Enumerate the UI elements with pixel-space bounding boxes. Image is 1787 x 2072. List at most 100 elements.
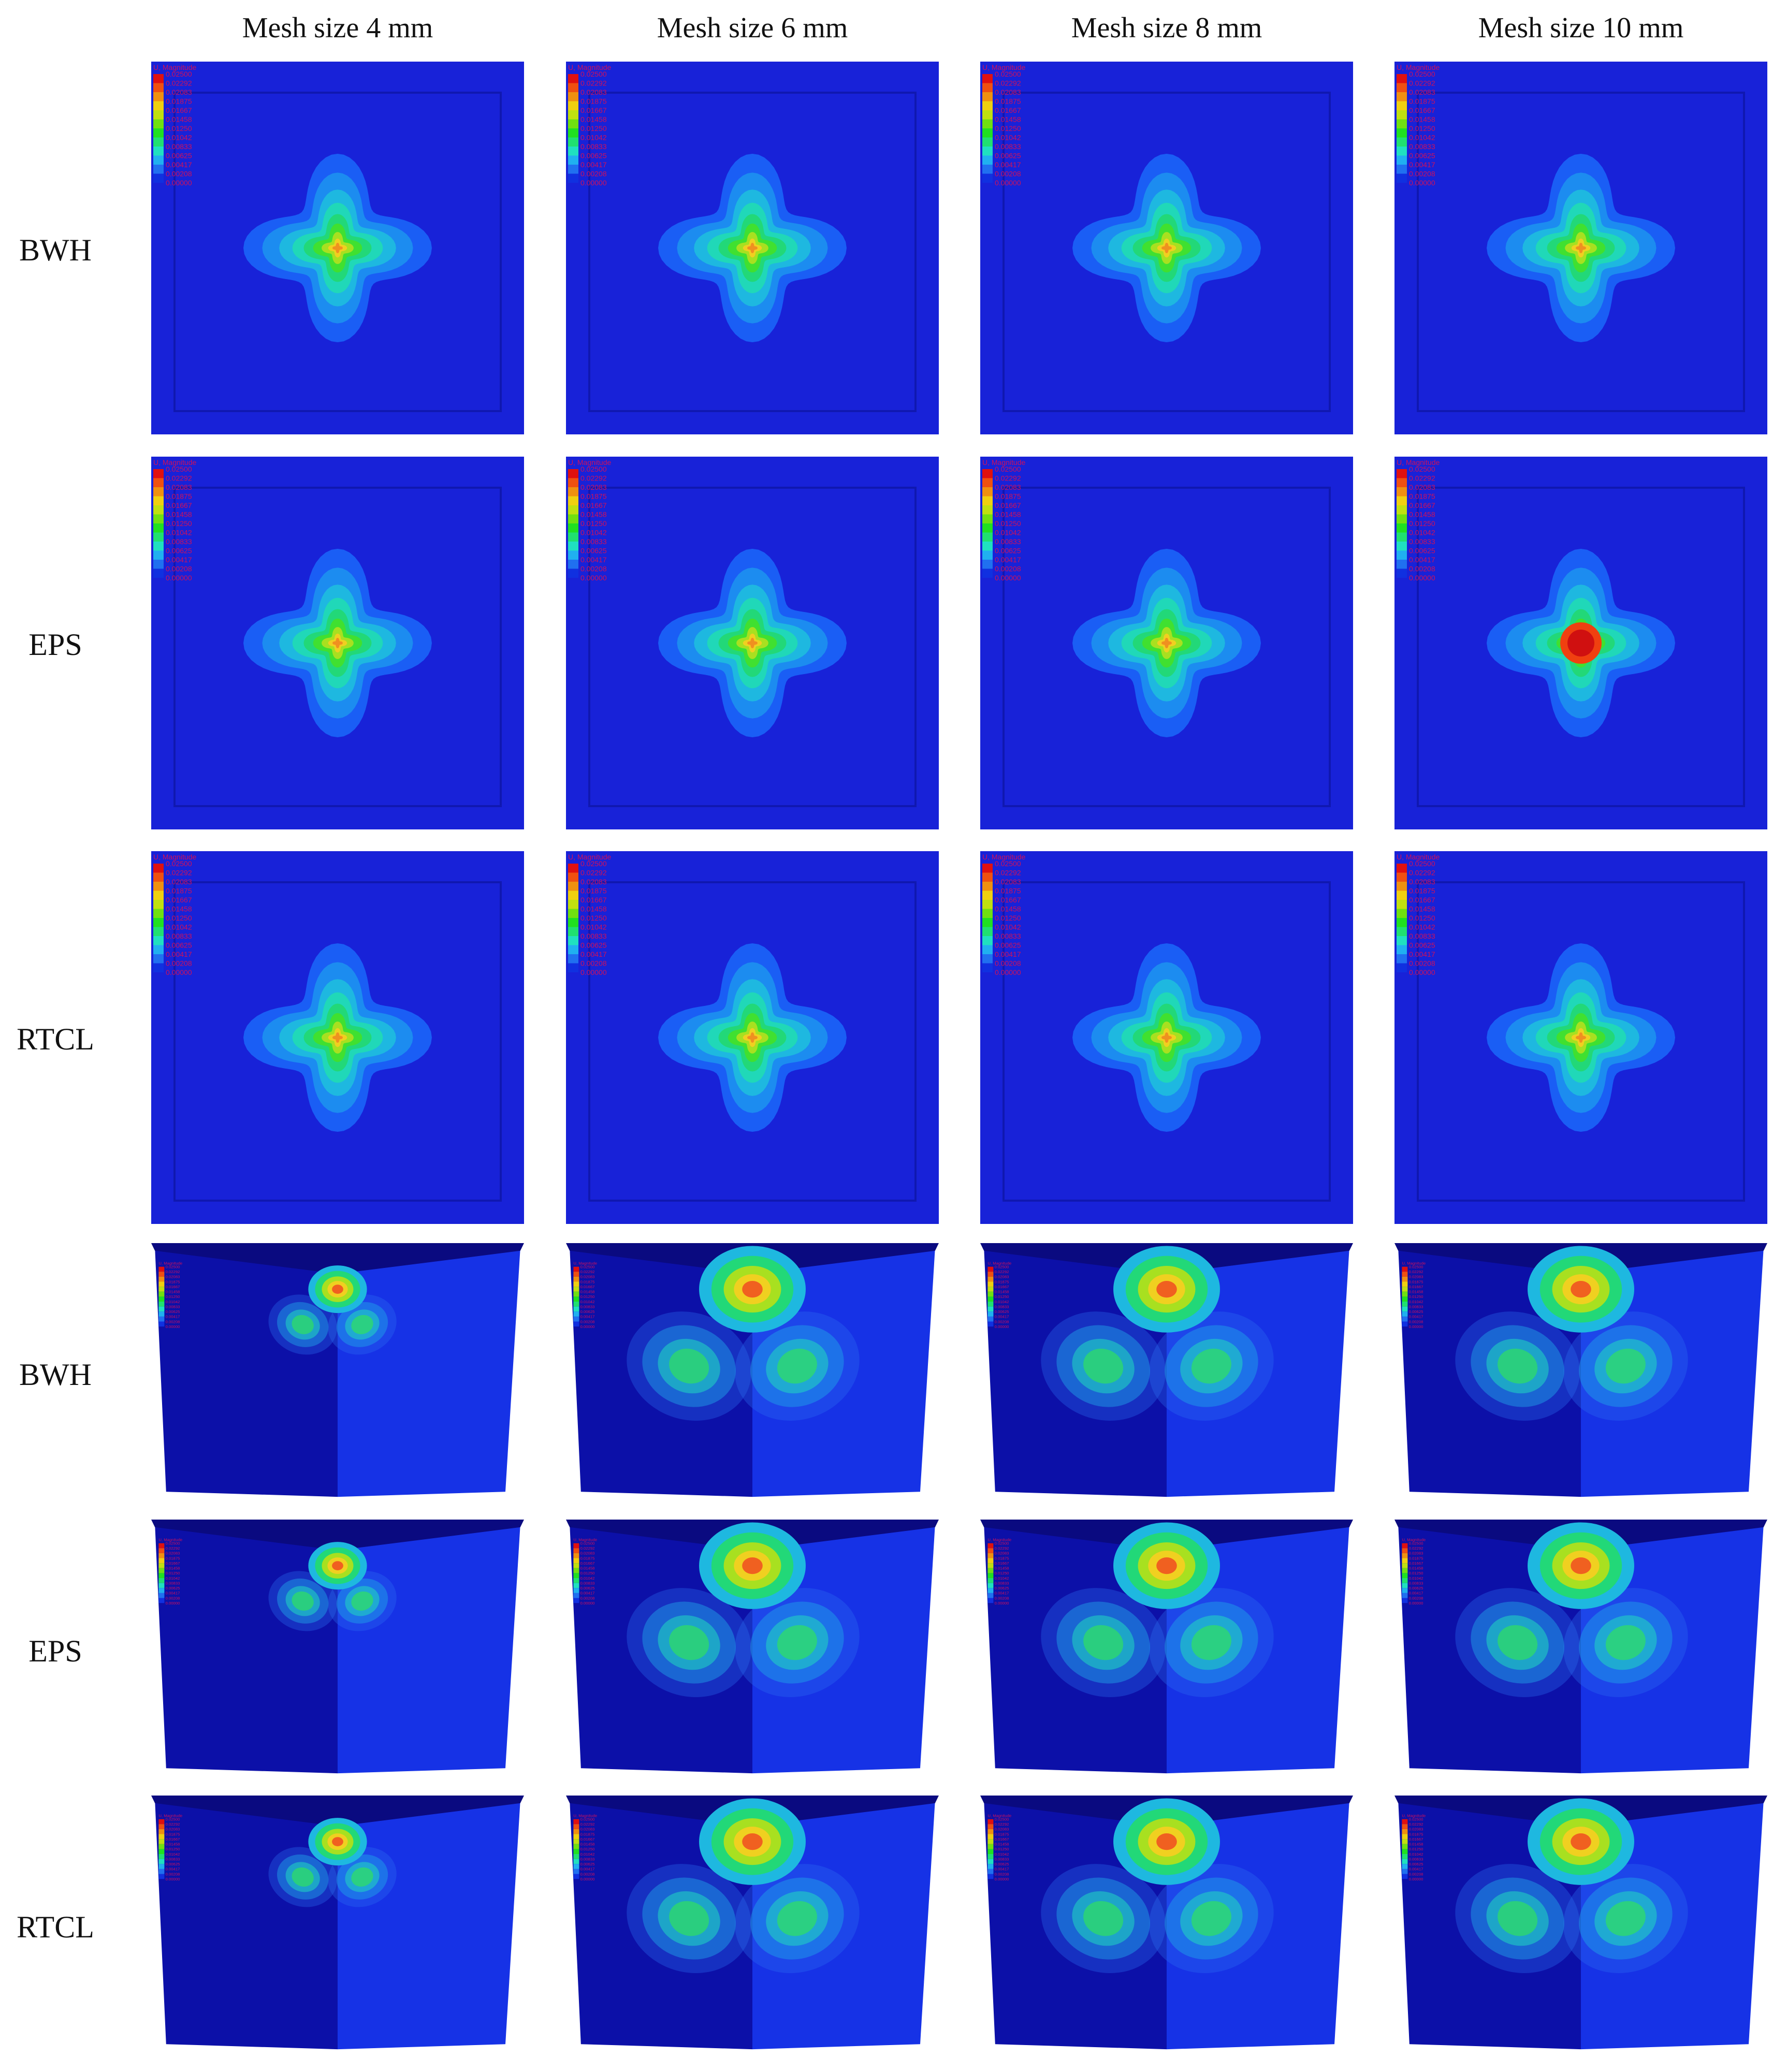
legend-value: 0.02500 bbox=[995, 1541, 1009, 1545]
legend-value: 0.02292 bbox=[166, 869, 192, 877]
legend-value: 0.01042 bbox=[580, 1576, 595, 1581]
legend-swatch bbox=[573, 1819, 579, 1825]
legend-value: 0.01458 bbox=[1409, 905, 1435, 913]
legend-swatch bbox=[1402, 1553, 1408, 1558]
legend-swatch bbox=[1397, 936, 1407, 945]
legend-swatch bbox=[568, 137, 578, 147]
legend-swatch bbox=[153, 147, 164, 156]
legend-value: 0.01875 bbox=[1409, 1556, 1423, 1560]
legend-swatch bbox=[987, 1548, 994, 1553]
legend-value: 0.02292 bbox=[995, 1270, 1009, 1274]
legend-value: 0.02083 bbox=[580, 88, 607, 96]
legend-value: 0.00417 bbox=[995, 1867, 1009, 1872]
legend-value: 0.01042 bbox=[166, 134, 192, 142]
legend-title: U, Magnitude bbox=[153, 63, 196, 71]
legend-value: 0.00625 bbox=[1409, 1586, 1423, 1591]
legend-value: 0.01042 bbox=[580, 529, 607, 537]
legend-value: 0.00417 bbox=[166, 1867, 180, 1872]
legend-value: 0.02292 bbox=[166, 474, 192, 483]
contour-cup bbox=[742, 1833, 763, 1850]
legend-value: 0.00000 bbox=[580, 968, 607, 976]
row-label: RTCL bbox=[17, 1022, 94, 1056]
legend-swatch bbox=[153, 514, 164, 523]
legend-value: 0.01875 bbox=[580, 97, 607, 106]
legend-value: 0.01042 bbox=[580, 1300, 595, 1304]
legend-value: 0.01667 bbox=[1409, 501, 1435, 509]
legend-swatch bbox=[987, 1316, 994, 1322]
legend-swatch bbox=[1402, 1859, 1408, 1864]
legend-swatch bbox=[982, 945, 993, 954]
legend-swatch bbox=[568, 560, 578, 569]
legend-value: 0.01458 bbox=[995, 905, 1021, 913]
legend-value: 0.01667 bbox=[580, 896, 607, 904]
legend-swatch bbox=[153, 523, 164, 533]
legend-value: 0.00625 bbox=[1409, 547, 1435, 555]
legend-swatch bbox=[158, 1583, 165, 1588]
legend-swatch bbox=[568, 963, 578, 972]
plate-frame bbox=[173, 92, 502, 412]
legend-value: 0.01250 bbox=[995, 914, 1021, 922]
legend-value: 0.00000 bbox=[995, 1601, 1009, 1606]
legend-value: 0.01458 bbox=[1409, 1842, 1423, 1847]
legend-value: 0.01667 bbox=[1409, 1561, 1423, 1566]
legend-swatch bbox=[153, 864, 164, 873]
legend-value: 0.01042 bbox=[580, 134, 607, 142]
legend-value: 0.00417 bbox=[1409, 556, 1435, 564]
legend-title: U, Magnitude bbox=[987, 1537, 1011, 1542]
legend-swatch bbox=[1402, 1834, 1408, 1840]
contour-panel: U, Magnitude0.025000.022920.020830.01875… bbox=[980, 62, 1353, 434]
legend-value: 0.02292 bbox=[166, 1270, 180, 1274]
legend-value: 0.00417 bbox=[580, 556, 607, 564]
legend-value: 0.01875 bbox=[1409, 1832, 1423, 1836]
legend-swatch bbox=[1402, 1578, 1408, 1583]
legend-swatch bbox=[982, 900, 993, 909]
legend-swatch bbox=[153, 900, 164, 909]
solid-panel: U, Magnitude0.025000.022920.020830.01875… bbox=[1394, 1520, 1767, 1774]
legend-title: U, Magnitude bbox=[1402, 1537, 1426, 1542]
legend-value: 0.01667 bbox=[1409, 1285, 1423, 1289]
legend-value: 0.01250 bbox=[1409, 519, 1435, 528]
solid-panel: U, Magnitude0.025000.022920.020830.01875… bbox=[566, 1796, 939, 2050]
legend-value: 0.01667 bbox=[1409, 896, 1435, 904]
contour-panel: U, Magnitude0.025000.022920.020830.01875… bbox=[566, 62, 939, 434]
legend-title: U, Magnitude bbox=[573, 1261, 597, 1265]
contour-band bbox=[1576, 1032, 1586, 1043]
legend-value: 0.02500 bbox=[580, 1264, 595, 1269]
legend-swatch bbox=[982, 83, 993, 92]
legend-swatch bbox=[153, 954, 164, 964]
legend-value: 0.02292 bbox=[166, 79, 192, 87]
legend-value: 0.00833 bbox=[1409, 1857, 1423, 1861]
legend-swatch bbox=[568, 954, 578, 964]
legend-value: 0.00417 bbox=[580, 1867, 595, 1872]
legend-value: 0.01250 bbox=[166, 914, 192, 922]
legend-swatch bbox=[1397, 918, 1407, 927]
legend-value: 0.00833 bbox=[1409, 932, 1435, 940]
legend-value: 0.02083 bbox=[1409, 88, 1435, 96]
legend-value: 0.00208 bbox=[166, 1596, 180, 1600]
legend-swatch bbox=[573, 1869, 579, 1874]
legend-swatch bbox=[158, 1864, 165, 1869]
contour-panel: U, Magnitude0.025000.022920.020830.01875… bbox=[1394, 851, 1767, 1224]
legend-swatch bbox=[1402, 1864, 1408, 1869]
legend-swatch bbox=[568, 74, 578, 83]
contour-lobe bbox=[1605, 1901, 1646, 1936]
legend-swatch bbox=[158, 1553, 165, 1558]
legend-swatch bbox=[568, 532, 578, 542]
legend-value: 0.01250 bbox=[995, 519, 1021, 528]
legend-swatch bbox=[982, 119, 993, 128]
legend-swatch bbox=[1397, 568, 1407, 578]
legend-swatch bbox=[987, 1266, 994, 1272]
legend-swatch bbox=[568, 523, 578, 533]
legend-title: U, Magnitude bbox=[158, 1537, 182, 1542]
legend-value: 0.00417 bbox=[995, 160, 1021, 169]
legend-value: 0.01042 bbox=[995, 529, 1021, 537]
legend-value: 0.01667 bbox=[580, 501, 607, 509]
legend-swatch bbox=[982, 963, 993, 972]
column-header: Mesh size 6 mm bbox=[657, 12, 848, 44]
legend-swatch bbox=[153, 936, 164, 945]
legend-value: 0.00417 bbox=[995, 1315, 1009, 1319]
legend-swatch bbox=[153, 945, 164, 954]
legend-swatch bbox=[153, 542, 164, 551]
legend-value: 0.00000 bbox=[580, 574, 607, 582]
